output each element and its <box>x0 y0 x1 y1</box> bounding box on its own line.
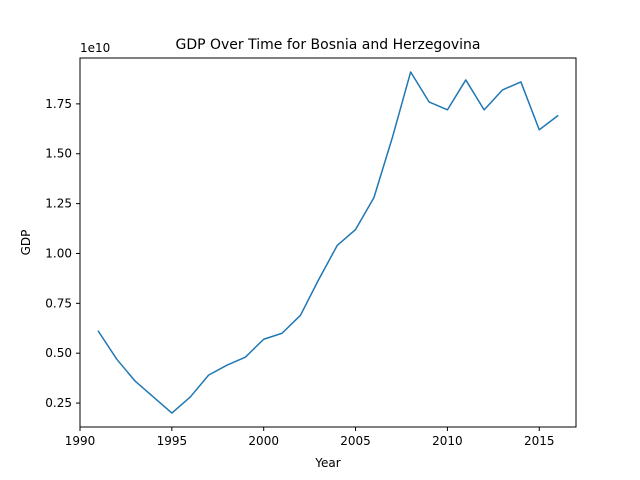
x-tick-label: 2015 <box>524 434 555 448</box>
y-axis-label: GDP <box>19 230 33 256</box>
y-tick-label: 1.50 <box>45 147 72 161</box>
y-tick-label: 0.75 <box>45 296 72 310</box>
y-tick-label: 1.00 <box>45 246 72 260</box>
x-ticks: 1990 1995 2000 2005 2010 2015 <box>65 427 555 448</box>
series-layer <box>97 71 559 414</box>
y-tick-label: 0.25 <box>45 396 72 410</box>
x-tick-label: 1995 <box>157 434 188 448</box>
gdp-line <box>97 71 559 414</box>
x-tick-label: 2005 <box>340 434 371 448</box>
y-tick-label: 1.25 <box>45 197 72 211</box>
y-tick-label: 0.50 <box>45 346 72 360</box>
x-tick-label: 1990 <box>65 434 96 448</box>
x-tick-label: 2010 <box>432 434 463 448</box>
plot-frame <box>79 57 577 428</box>
y-ticks: 0.25 0.50 0.75 1.00 1.25 1.50 1.75 <box>45 97 80 410</box>
x-tick-label: 2000 <box>248 434 279 448</box>
y-offset-text: 1e10 <box>80 41 110 55</box>
y-tick-label: 1.75 <box>45 97 72 111</box>
x-axis-label: Year <box>314 456 340 470</box>
chart-title: GDP Over Time for Bosnia and Herzegovina <box>175 37 480 53</box>
